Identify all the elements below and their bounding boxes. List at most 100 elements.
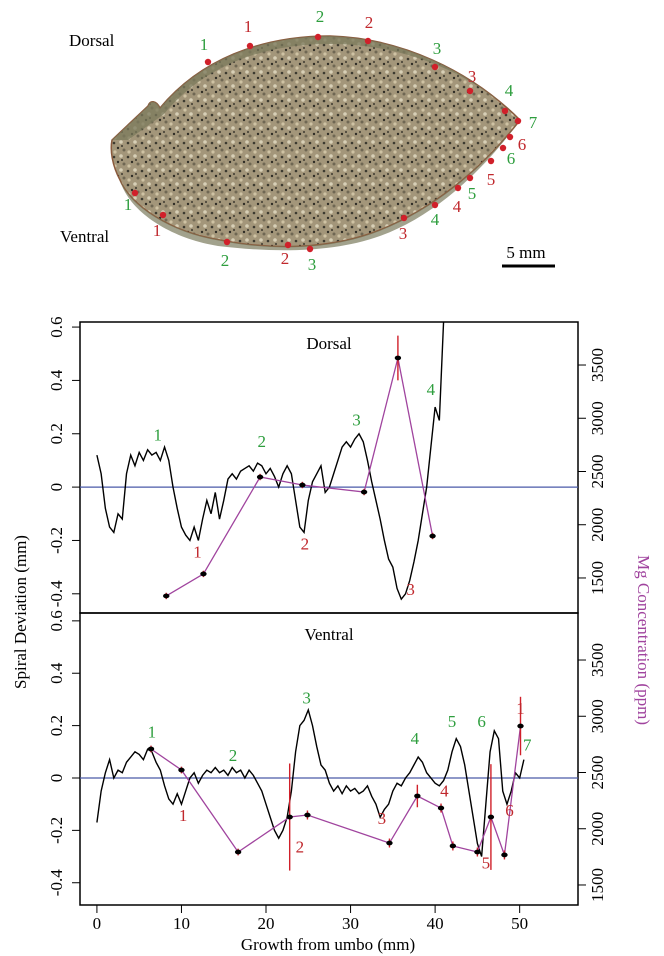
photo-marker-label: 2 — [316, 7, 325, 26]
photo-marker-label: 4 — [505, 81, 514, 100]
annotation: 1 — [179, 806, 188, 825]
photo-marker-label: 2 — [221, 251, 230, 270]
photo-marker-dot — [246, 42, 254, 50]
mg-point — [360, 489, 368, 495]
y2-axis-title: Mg Concentration (ppm) — [634, 555, 653, 725]
mg-point — [437, 805, 445, 811]
dorsal-label: Dorsal — [69, 31, 115, 50]
photo-marker-label: 6 — [507, 149, 516, 168]
photo-marker-label: 3 — [433, 39, 442, 58]
annotation: 4 — [411, 729, 420, 748]
mg-point — [147, 746, 155, 752]
mg-point — [234, 849, 242, 855]
photo-marker-dot — [454, 184, 462, 192]
photo-marker-dot — [431, 63, 439, 71]
annotation: 6 — [505, 801, 514, 820]
annotation: 2 — [229, 746, 238, 765]
annotation: 3 — [352, 411, 361, 430]
x-axis-title: Growth from umbo (mm) — [241, 935, 415, 954]
annotation: 2 — [301, 535, 310, 554]
photo-marker-label: 2 — [281, 249, 290, 268]
annotation: 2 — [296, 838, 305, 857]
y2-tick-label: 2000 — [588, 508, 607, 542]
ventral-label: Ventral — [60, 227, 109, 246]
mg-point — [299, 482, 306, 488]
plot-frame — [79, 612, 579, 906]
mg-point — [429, 533, 436, 539]
y-axis-title: Spiral Deviation (mm) — [11, 535, 30, 689]
annotation: 3 — [302, 688, 311, 707]
y2-tick-label: 1500 — [588, 868, 607, 902]
photo-marker-dot — [499, 144, 507, 152]
y2-tick-label: 1500 — [588, 561, 607, 595]
mg-point — [517, 723, 524, 729]
y2-tick-label: 3500 — [588, 643, 607, 677]
y-tick-label: 0.2 — [47, 423, 66, 444]
mg-point — [256, 474, 264, 480]
y-tick-label: -0.2 — [47, 817, 66, 844]
y-tick-label: 0 — [47, 483, 66, 492]
mg-line — [165, 357, 434, 597]
mg-point — [414, 793, 421, 799]
annotation: 1 — [154, 425, 163, 444]
annotation: 1 — [148, 722, 157, 741]
photo-marker-label: 2 — [365, 13, 374, 32]
mg-point — [487, 814, 495, 820]
photo-marker-label: 1 — [244, 17, 253, 36]
annotation: 6 — [477, 712, 486, 731]
y-tick-label: 0.4 — [47, 662, 66, 684]
y2-tick-label: 3000 — [588, 699, 607, 733]
annotation: 3 — [406, 580, 415, 599]
y-tick-label: 0.6 — [47, 610, 66, 631]
annotation: 5 — [482, 853, 491, 872]
photo-marker-label: 5 — [487, 170, 496, 189]
photo-marker-label: 3 — [468, 67, 477, 86]
x-tick-label: 20 — [258, 914, 275, 933]
mg-point — [286, 814, 293, 820]
photo-marker-dot — [204, 58, 212, 66]
photo-marker-dot — [466, 87, 474, 95]
x-tick-label: 30 — [342, 914, 359, 933]
mg-point — [200, 571, 207, 577]
mg-point — [449, 843, 457, 849]
annotation: 7 — [523, 735, 532, 754]
mg-point — [163, 593, 170, 599]
deviation-line — [96, 707, 525, 857]
shell-photo — [110, 35, 555, 268]
mg-point — [474, 849, 481, 855]
plot-frame — [79, 321, 579, 614]
mg-point — [501, 852, 508, 858]
photo-marker-label: 1 — [124, 195, 133, 214]
y2-tick-label: 2000 — [588, 812, 607, 846]
x-tick-label: 10 — [173, 914, 190, 933]
photo-marker-dot — [514, 117, 522, 125]
y-tick-label: 0 — [47, 774, 66, 783]
y-tick-label: 0.6 — [47, 316, 66, 337]
mg-point — [304, 812, 311, 818]
photo-marker-label: 1 — [153, 221, 162, 240]
photo-marker-dot — [159, 211, 167, 219]
charts: Dorsal-0.4-0.200.20.40.61500200025003000… — [47, 316, 607, 932]
photo-marker-dot — [501, 107, 509, 115]
photo-marker-label: 1 — [200, 35, 209, 54]
mg-line — [150, 725, 522, 856]
annotation: 5 — [448, 712, 457, 731]
photo-marker-dot — [131, 189, 139, 197]
photo-marker-label: 4 — [431, 210, 440, 229]
scale-label: 5 mm — [506, 243, 545, 262]
y-tick-label: -0.4 — [47, 869, 66, 896]
y-tick-label: -0.2 — [47, 527, 66, 554]
y2-tick-label: 2500 — [588, 755, 607, 789]
photo-marker-label: 7 — [529, 113, 538, 132]
y-tick-label: 0.4 — [47, 369, 66, 391]
annotation: 1 — [193, 543, 202, 562]
photo-marker-label: 4 — [453, 197, 462, 216]
photo-marker-label: 3 — [308, 255, 317, 274]
annotation: 3 — [378, 809, 387, 828]
y2-tick-label: 3000 — [588, 401, 607, 435]
y2-tick-label: 3500 — [588, 348, 607, 382]
photo-marker-dot — [487, 157, 495, 165]
